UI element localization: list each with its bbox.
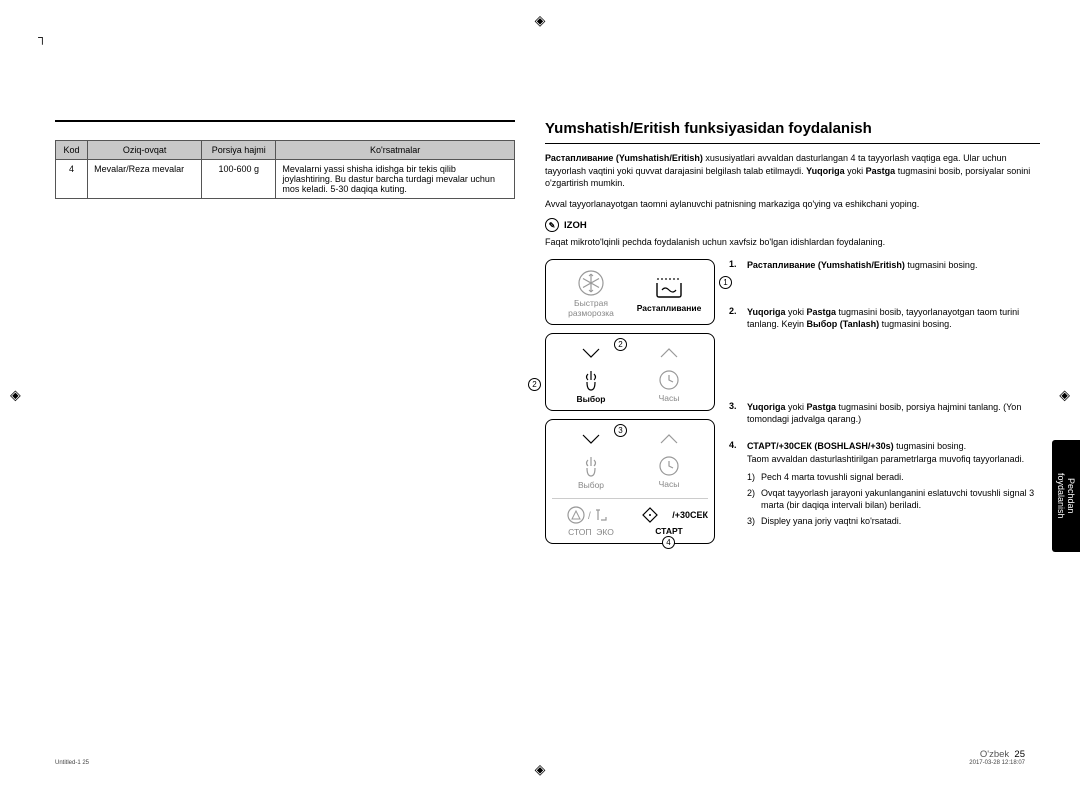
- spec-table: Kod Oziq-ovqat Porsiya hajmi Ko'rsatmala…: [55, 140, 515, 199]
- stop-eco-label: СТОП ЭКО: [552, 527, 630, 537]
- chevron-down-icon: [578, 430, 604, 448]
- divider: [55, 120, 515, 122]
- touch-icon: [580, 368, 602, 392]
- quick-defrost-cell: Быстрая разморозка: [552, 270, 630, 318]
- step-4: 4. СТАРТ/+30СЕК (BOSHLASH/+30s) tugmasin…: [729, 440, 1040, 531]
- up-cell-1: [630, 344, 708, 362]
- steps-column: 1. Растапливание (Yumshatish/Eritish) tu…: [729, 259, 1040, 552]
- sub-list: 1)Pech 4 marta tovushli signal beradi. 2…: [747, 471, 1040, 527]
- melt-cell: Растапливание: [630, 275, 708, 313]
- th-food: Oziq-ovqat: [88, 141, 202, 160]
- chevron-up-icon: [656, 430, 682, 448]
- note-header: ✎ IZOH: [545, 218, 1040, 232]
- stop-eco-icon: /: [566, 505, 616, 525]
- reg-mark-left: ◈: [10, 387, 21, 404]
- clock-label-2: Часы: [630, 479, 708, 489]
- chevron-down-icon: [578, 344, 604, 362]
- steps-area: 1 Быстрая разморозка Растапливание 2: [545, 259, 1040, 552]
- callout-2b: 2: [528, 378, 541, 391]
- clock-icon: [658, 369, 680, 391]
- select-cell-2: Выбор: [552, 454, 630, 490]
- note-text: Faqat mikroto'lqinli pechda foydalanish …: [545, 236, 1040, 249]
- crop-mark: ┐: [38, 30, 47, 44]
- touch-icon: [580, 454, 602, 478]
- melt-label: Растапливание: [630, 303, 708, 313]
- snowflake-icon: [578, 270, 604, 296]
- melt-icon: [652, 275, 686, 301]
- th-portion: Porsiya hajmi: [202, 141, 276, 160]
- svg-text:/: /: [588, 511, 591, 522]
- clock-cell-2: Часы: [630, 455, 708, 489]
- sub-1: 1)Pech 4 marta tovushli signal beradi.: [747, 471, 1040, 484]
- quick-defrost-label: Быстрая разморозка: [552, 298, 630, 318]
- side-tab: Pechdan foydalanish: [1052, 440, 1080, 552]
- start-cell: /+30СЕК СТАРТ: [630, 506, 708, 536]
- step-1: 1. Растапливание (Yumshatish/Eritish) tu…: [729, 259, 1040, 272]
- clock-label-1: Часы: [630, 393, 708, 403]
- start-label: СТАРТ: [630, 526, 708, 536]
- callout-3: 3: [614, 424, 627, 437]
- th-instr: Ko'rsatmalar: [276, 141, 515, 160]
- callout-2a: 2: [614, 338, 627, 351]
- step-2: 2. Yuqoriga yoki Pastga tugmasini bosib,…: [729, 306, 1040, 331]
- footer-lang: O'zbek: [980, 749, 1009, 760]
- print-id-left: Untitled-1 25: [55, 760, 89, 766]
- up-cell-2: [630, 430, 708, 448]
- select-cell-1: Выбор: [552, 368, 630, 404]
- content: Kod Oziq-ovqat Porsiya hajmi Ko'rsatmala…: [55, 120, 1040, 552]
- start-icon: [641, 506, 659, 524]
- right-column: Yumshatish/Eritish funksiyasidan foydala…: [545, 120, 1040, 552]
- sub-2: 2)Ovqat tayyorlash jarayoni yakunlangani…: [747, 487, 1040, 512]
- paragraph-1: Растапливание (Yumshatish/Eritish) xusus…: [545, 152, 1040, 190]
- note-label: IZOH: [564, 220, 587, 231]
- section-title: Yumshatish/Eritish funksiyasidan foydala…: [545, 120, 1040, 144]
- clock-icon: [658, 455, 680, 477]
- reg-mark-right: ◈: [1059, 387, 1070, 404]
- stop-eco-cell: / СТОП ЭКО: [552, 505, 630, 537]
- chevron-up-icon: [656, 344, 682, 362]
- left-column: Kod Oziq-ovqat Porsiya hajmi Ko'rsatmala…: [55, 120, 515, 552]
- clock-cell-1: Часы: [630, 369, 708, 403]
- panel-box-2: 2 2 Выбор Часы: [545, 333, 715, 411]
- select-label-1: Выбор: [552, 394, 630, 404]
- footer-page: 25: [1014, 749, 1025, 760]
- cell-kod: 4: [56, 160, 88, 199]
- paragraph-2: Avval tayyorlanayotgan taomni aylanuvchi…: [545, 198, 1040, 211]
- sub-3: 3)Displey yana joriy vaqtni ko'rsatadi.: [747, 515, 1040, 528]
- th-kod: Kod: [56, 141, 88, 160]
- plus30-label: /+30СЕК: [672, 510, 708, 520]
- print-id-right: 2017-03-28 12:18:07: [969, 760, 1025, 766]
- cell-portion: 100-600 g: [202, 160, 276, 199]
- step-3: 3. Yuqoriga yoki Pastga tugmasini bosib,…: [729, 401, 1040, 426]
- panel-box-3: 3 4 Выбор Часы: [545, 419, 715, 544]
- callout-1: 1: [719, 276, 732, 289]
- table-row: 4 Mevalar/Reza mevalar 100-600 g Mevalar…: [56, 160, 515, 199]
- callout-4: 4: [662, 536, 675, 549]
- panel-box-1: 1 Быстрая разморозка Растапливание: [545, 259, 715, 325]
- page-footer: O'zbek 25: [980, 749, 1025, 760]
- control-panel-column: 1 Быстрая разморозка Растапливание 2: [545, 259, 715, 552]
- reg-mark-bottom: ◈: [535, 761, 546, 778]
- reg-mark-top: ◈: [535, 12, 546, 29]
- note-icon: ✎: [545, 218, 559, 232]
- cell-instr: Mevalarni yassi shisha idishga bir tekis…: [276, 160, 515, 199]
- select-label-2: Выбор: [552, 480, 630, 490]
- cell-food: Mevalar/Reza mevalar: [88, 160, 202, 199]
